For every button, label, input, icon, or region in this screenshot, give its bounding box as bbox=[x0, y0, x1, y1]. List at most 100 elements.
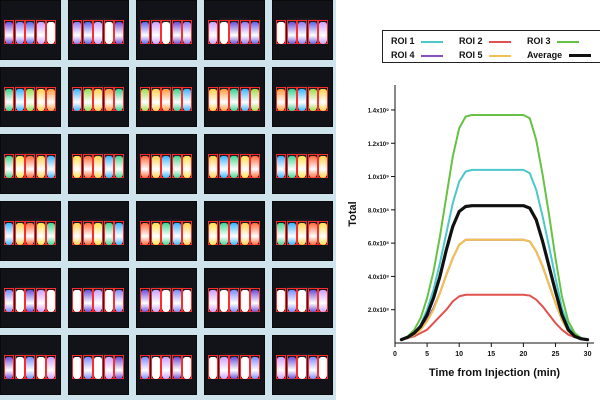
mouse-signal bbox=[151, 357, 160, 379]
mouse-signal bbox=[94, 290, 103, 312]
mouse-signal bbox=[298, 156, 307, 178]
series-line-roi-5 bbox=[400, 238, 589, 341]
mouse-signal bbox=[219, 223, 228, 245]
mouse-signal bbox=[36, 290, 45, 312]
mouse-signal bbox=[26, 223, 35, 245]
legend-swatch bbox=[557, 40, 580, 43]
y-tick-label: 1.4x10⁹ bbox=[368, 108, 389, 114]
frame-tile bbox=[272, 268, 333, 328]
frame-tile bbox=[68, 268, 129, 328]
mouse-signal bbox=[183, 357, 192, 379]
legend-roi-4: ROI 4 bbox=[391, 49, 444, 61]
mouse-signal bbox=[83, 22, 92, 44]
mice-group bbox=[208, 288, 261, 314]
mouse-signal bbox=[104, 22, 113, 44]
mouse-signal bbox=[209, 223, 217, 245]
mouse-signal bbox=[83, 223, 92, 245]
mouse-signal bbox=[94, 22, 103, 44]
frame-tile bbox=[204, 67, 265, 127]
x-tick-label: 20 bbox=[519, 351, 527, 358]
mouse-signal bbox=[141, 357, 149, 379]
mouse-signal bbox=[15, 22, 24, 44]
mice-group bbox=[72, 288, 125, 314]
y-tick-label: 6.0x10⁸ bbox=[368, 242, 389, 248]
mice-group bbox=[276, 154, 329, 180]
mice-group bbox=[72, 154, 125, 180]
mouse-signal bbox=[277, 22, 285, 44]
frame-tile bbox=[0, 335, 61, 395]
mouse-signal bbox=[209, 22, 217, 44]
frame-tile bbox=[272, 201, 333, 261]
mouse-signal bbox=[94, 156, 103, 178]
legend-roi-1: ROI 1 bbox=[391, 35, 444, 47]
legend-swatch bbox=[568, 54, 591, 58]
mouse-signal bbox=[151, 223, 160, 245]
mouse-signal bbox=[36, 223, 45, 245]
mouse-signal bbox=[5, 357, 13, 379]
mice-group bbox=[4, 20, 57, 46]
mouse-signal bbox=[47, 22, 56, 44]
mice-group bbox=[208, 154, 261, 180]
mouse-signal bbox=[141, 89, 149, 111]
mouse-signal bbox=[287, 290, 296, 312]
mice-group bbox=[140, 154, 193, 180]
mouse-signal bbox=[162, 22, 171, 44]
mouse-signal bbox=[183, 223, 192, 245]
legend-roi-2: ROI 2 bbox=[459, 35, 512, 47]
mice-group bbox=[72, 20, 125, 46]
legend-swatch bbox=[421, 54, 444, 57]
mouse-signal bbox=[230, 357, 239, 379]
mouse-signal bbox=[151, 290, 160, 312]
mouse-signal bbox=[172, 89, 181, 111]
mouse-signal bbox=[73, 156, 81, 178]
legend-label: ROI 1 bbox=[391, 36, 415, 46]
mouse-signal bbox=[26, 22, 35, 44]
x-tick-label: 5 bbox=[425, 351, 429, 358]
mouse-signal bbox=[319, 223, 328, 245]
mouse-signal bbox=[209, 290, 217, 312]
mouse-signal bbox=[47, 357, 56, 379]
mouse-signal bbox=[26, 357, 35, 379]
legend-swatch bbox=[421, 40, 444, 43]
mouse-signal bbox=[151, 22, 160, 44]
mouse-signal bbox=[240, 89, 249, 111]
y-tick-label: 1.2x10⁹ bbox=[368, 142, 389, 148]
frame-tile bbox=[136, 67, 197, 127]
mice-group bbox=[208, 221, 261, 247]
frame-tile bbox=[272, 67, 333, 127]
mouse-signal bbox=[141, 223, 149, 245]
mouse-signal bbox=[308, 290, 317, 312]
legend-label: ROI 5 bbox=[459, 50, 483, 60]
image-frame-grid bbox=[0, 0, 336, 400]
mouse-signal bbox=[115, 223, 124, 245]
mouse-signal bbox=[15, 89, 24, 111]
mice-group bbox=[276, 288, 329, 314]
legend-swatch bbox=[489, 54, 512, 57]
mouse-signal bbox=[47, 156, 56, 178]
mouse-signal bbox=[319, 22, 328, 44]
frame-tile bbox=[0, 67, 61, 127]
mouse-signal bbox=[319, 89, 328, 111]
mouse-signal bbox=[26, 89, 35, 111]
legend-roi-5: ROI 5 bbox=[459, 49, 512, 61]
mouse-signal bbox=[151, 89, 160, 111]
mice-group bbox=[72, 87, 125, 113]
mouse-signal bbox=[162, 223, 171, 245]
chart-panel: ROI 1 ROI 2 ROI 3 ROI 4 ROI 5 Average 0 5… bbox=[336, 0, 600, 400]
mouse-signal bbox=[183, 89, 192, 111]
chart-legend: ROI 1 ROI 2 ROI 3 ROI 4 ROI 5 Average bbox=[382, 30, 600, 63]
mouse-signal bbox=[172, 156, 181, 178]
y-axis-label: Total bbox=[347, 201, 359, 226]
mouse-signal bbox=[308, 89, 317, 111]
legend-label: ROI 2 bbox=[459, 36, 483, 46]
x-axis-label: Time from Injection (min) bbox=[429, 367, 561, 379]
mice-group bbox=[276, 20, 329, 46]
mouse-signal bbox=[83, 156, 92, 178]
mouse-signal bbox=[94, 357, 103, 379]
mouse-signal bbox=[209, 89, 217, 111]
frame-tile bbox=[136, 335, 197, 395]
y-tick-label: 8.0x10⁸ bbox=[368, 208, 389, 214]
mouse-signal bbox=[287, 223, 296, 245]
mice-group bbox=[4, 288, 57, 314]
mouse-signal bbox=[230, 22, 239, 44]
